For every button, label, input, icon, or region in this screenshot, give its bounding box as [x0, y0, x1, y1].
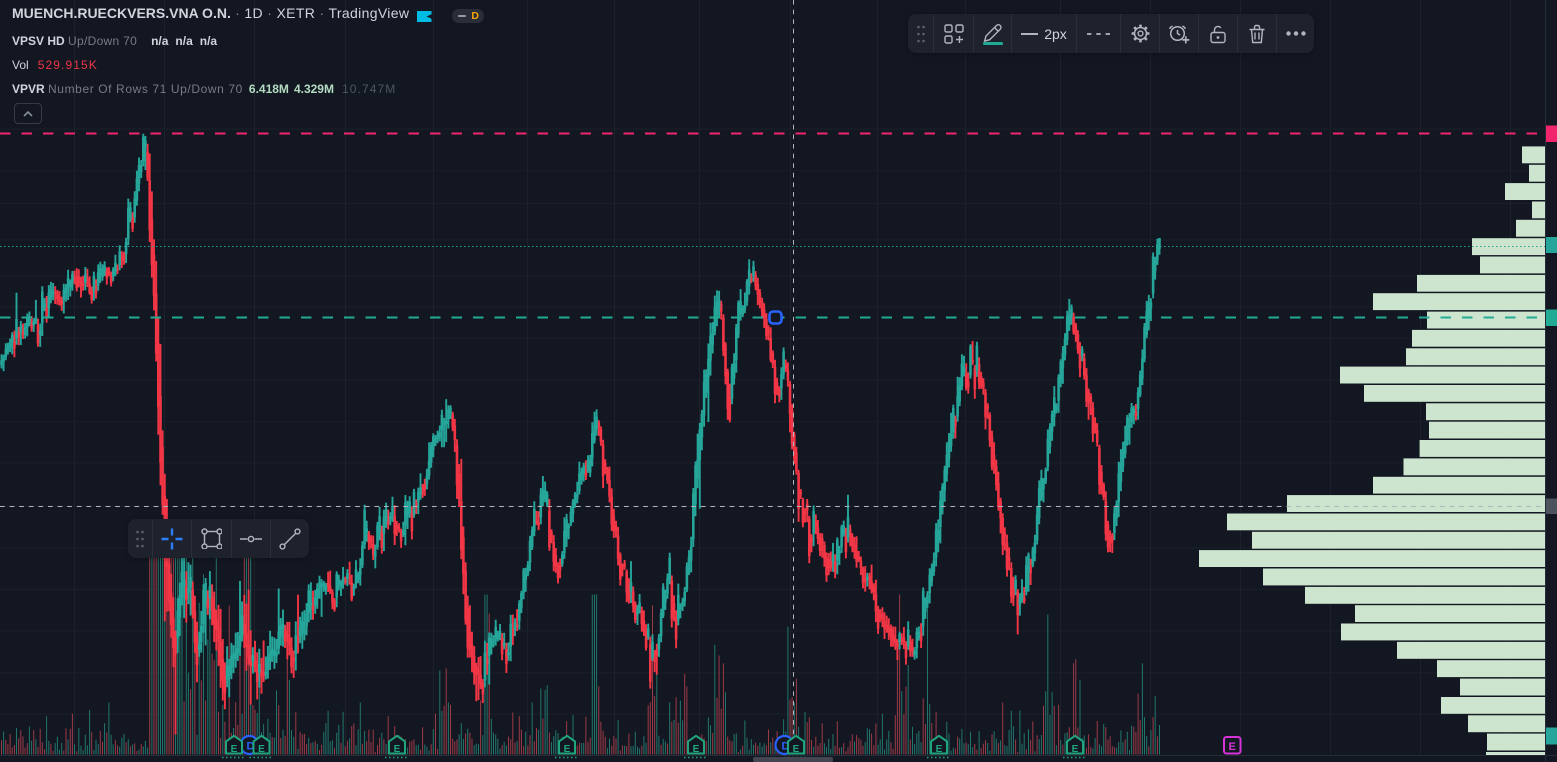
svg-text:E: E: [1229, 741, 1236, 753]
svg-text:D: D: [247, 741, 255, 753]
svg-text:E: E: [936, 744, 943, 755]
svg-text:E: E: [1072, 744, 1079, 755]
svg-text:E: E: [793, 744, 800, 755]
svg-text:D: D: [782, 741, 790, 753]
svg-text:E: E: [258, 744, 265, 755]
svg-text:E: E: [231, 744, 238, 755]
svg-text:E: E: [564, 744, 571, 755]
svg-text:E: E: [394, 744, 401, 755]
svg-text:E: E: [693, 744, 700, 755]
